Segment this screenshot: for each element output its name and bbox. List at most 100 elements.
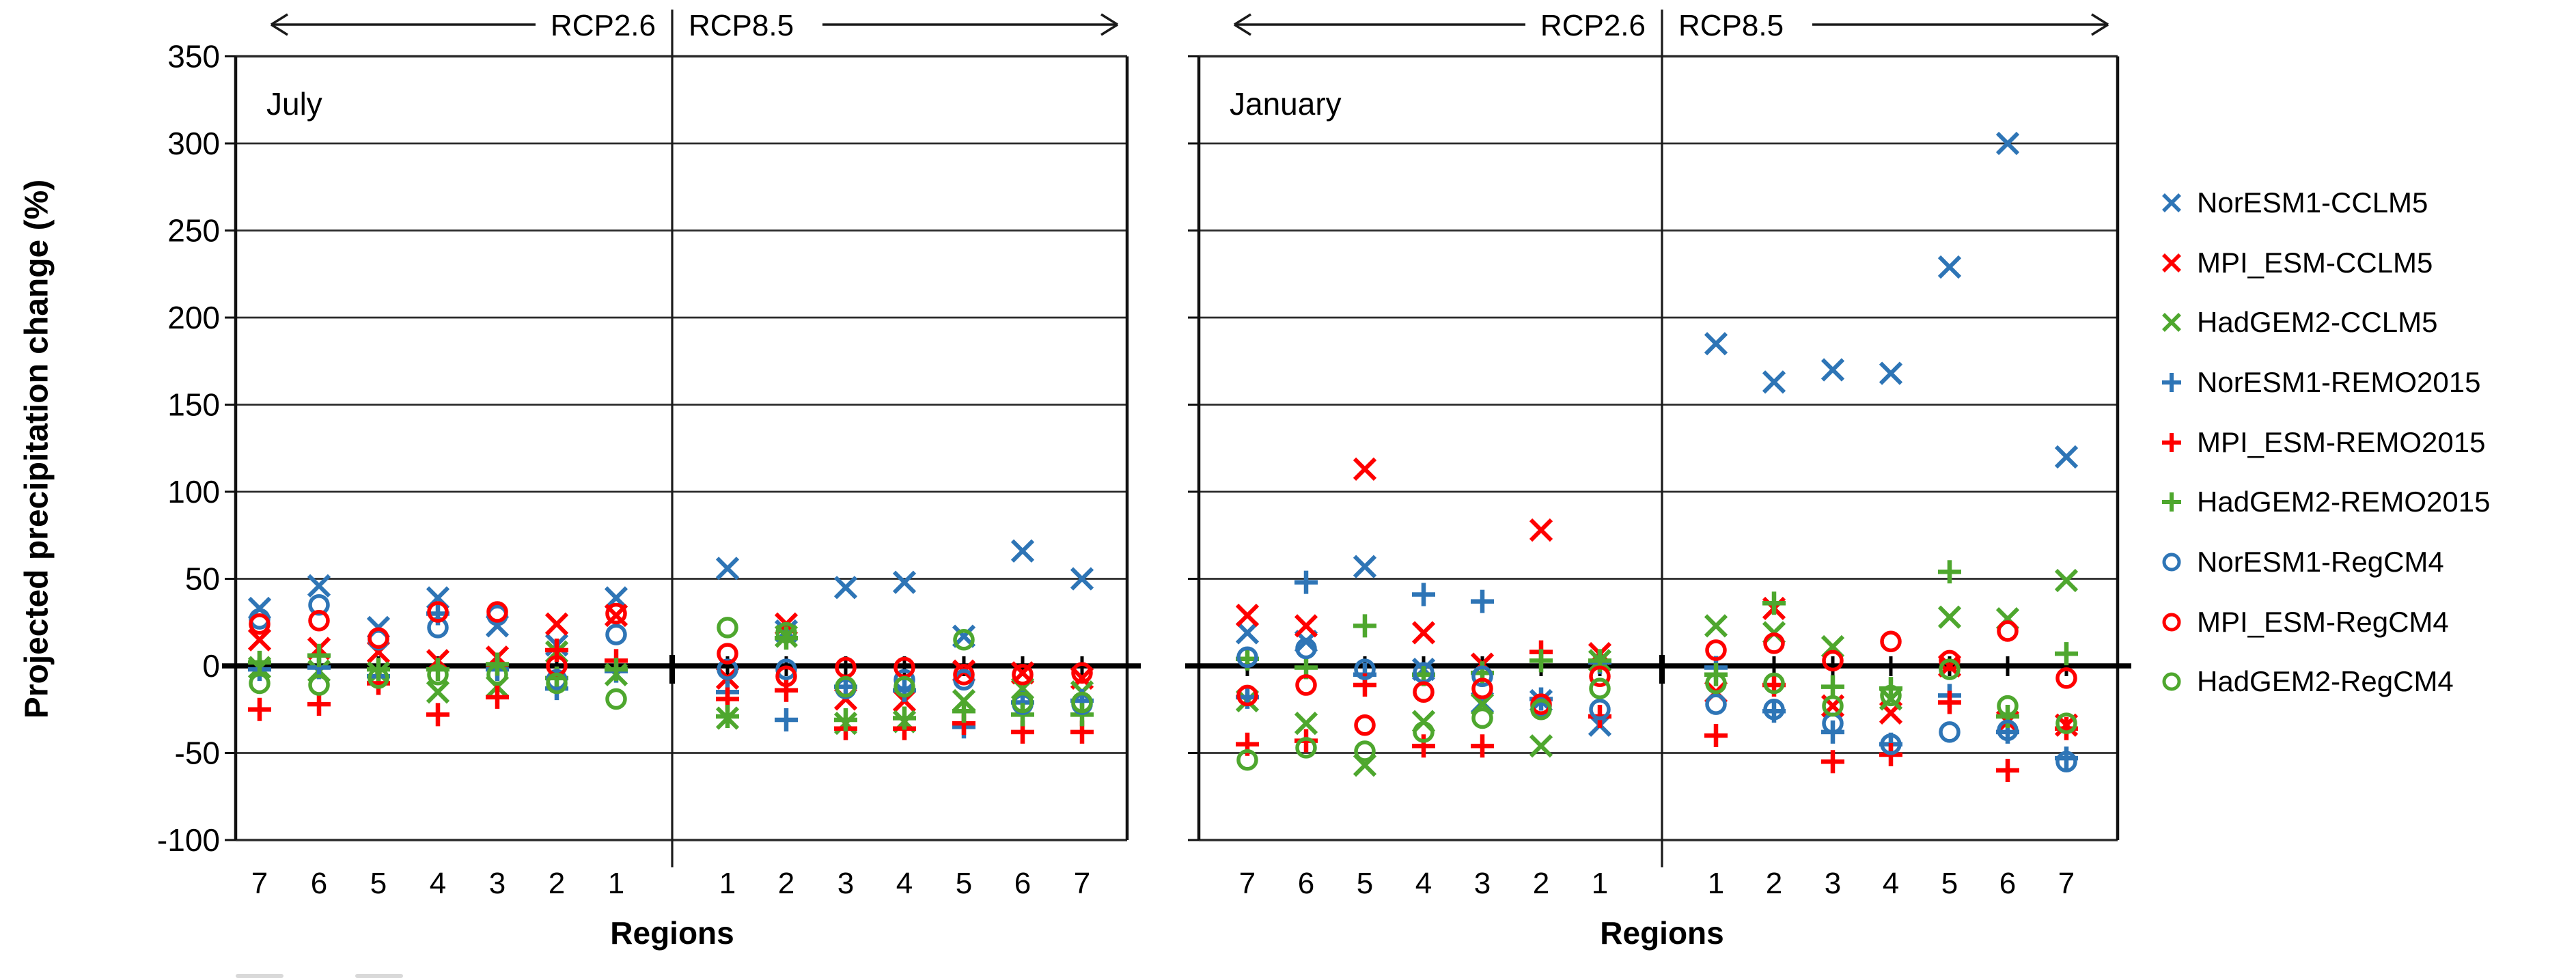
data-point-marker-x bbox=[247, 628, 272, 652]
legend-marker-stroke bbox=[2162, 193, 2181, 212]
data-point-marker-plus bbox=[775, 678, 798, 702]
x-tick-label: 5 bbox=[1357, 867, 1373, 900]
data-point-marker-x bbox=[1070, 567, 1094, 591]
grid-line bbox=[1995, 131, 2020, 156]
y-tick-label: 350 bbox=[167, 39, 220, 74]
data-point-marker-o bbox=[1012, 664, 1034, 686]
o-marker bbox=[1354, 714, 1376, 736]
data-point-marker-o bbox=[308, 674, 330, 696]
grid-line bbox=[1235, 603, 1260, 628]
data-point-marker-plus bbox=[775, 708, 798, 732]
data-point-marker-o bbox=[1354, 740, 1376, 762]
data-point-marker-x bbox=[833, 576, 858, 600]
o-marker bbox=[1705, 693, 1727, 715]
o-marker bbox=[1822, 649, 1844, 672]
left-arrow-head bbox=[271, 23, 288, 36]
o-marker bbox=[249, 613, 271, 635]
o-marker bbox=[953, 664, 975, 686]
grid-line bbox=[833, 576, 858, 600]
o-marker bbox=[1413, 721, 1435, 743]
o-marker bbox=[1997, 620, 2019, 642]
data-point-marker-plus bbox=[1412, 583, 1435, 606]
grid-line bbox=[1879, 361, 1903, 385]
x-tick-label: 5 bbox=[1941, 867, 1958, 900]
data-point-marker-o bbox=[427, 664, 449, 686]
o-marker bbox=[1295, 637, 1317, 660]
legend-label: HadGEM2-RegCM4 bbox=[2197, 665, 2454, 698]
data-point-marker-x bbox=[307, 574, 331, 598]
right-arrow-head bbox=[1100, 23, 1118, 36]
x-tick-label: 2 bbox=[549, 867, 565, 900]
grid-line bbox=[1294, 712, 1318, 736]
plus-legend-marker-icon bbox=[2162, 432, 2181, 452]
data-point-marker-o bbox=[1997, 719, 2019, 742]
grid-line bbox=[1704, 614, 1728, 638]
data-point-marker-x bbox=[1937, 255, 1962, 279]
grid-line bbox=[1235, 621, 1260, 645]
o-marker bbox=[427, 601, 449, 623]
o-marker bbox=[1880, 684, 1902, 707]
o-marker bbox=[1589, 677, 1611, 699]
left-arrow-head bbox=[1234, 23, 1251, 36]
o-marker bbox=[775, 658, 797, 680]
data-point-marker-o bbox=[1295, 737, 1317, 759]
data-point-marker-o bbox=[308, 594, 330, 616]
data-point-marker-plus bbox=[893, 706, 916, 730]
grid-line bbox=[1294, 614, 1318, 638]
data-point-marker-o bbox=[1530, 699, 1552, 721]
data-point-marker-o bbox=[546, 672, 568, 695]
data-point-marker-o bbox=[1880, 630, 1902, 653]
o-marker bbox=[717, 617, 738, 639]
x-axis-title: Regions bbox=[610, 915, 734, 951]
data-point-marker-o bbox=[368, 667, 389, 689]
data-point-marker-o bbox=[1880, 684, 1902, 707]
data-point-marker-plus bbox=[248, 697, 271, 721]
y-tick-label: 50 bbox=[185, 561, 220, 597]
data-point-marker-x bbox=[892, 570, 917, 594]
data-point-marker-x bbox=[1995, 131, 2020, 156]
data-point-marker-o bbox=[1354, 658, 1376, 680]
o-marker bbox=[605, 688, 627, 710]
data-point-marker-o bbox=[1413, 721, 1435, 743]
data-point-marker-o bbox=[1939, 658, 1961, 680]
y-tick-label: 100 bbox=[167, 474, 220, 509]
data-point-marker-x bbox=[1704, 332, 1728, 356]
o-marker bbox=[427, 617, 449, 639]
legend-o-marker bbox=[2162, 553, 2181, 572]
o-marker bbox=[1236, 646, 1258, 668]
data-point-marker-o bbox=[1705, 672, 1727, 695]
y-axis-title: Projected precipitation change (%) bbox=[18, 179, 55, 719]
o-marker bbox=[1880, 734, 1902, 755]
scenario-label-rcp26: RCP2.6 bbox=[551, 9, 656, 42]
page-edge-artifact bbox=[355, 974, 403, 978]
x-tick-label: 1 bbox=[608, 867, 624, 900]
o-marker bbox=[1939, 658, 1961, 680]
data-point-marker-x bbox=[604, 586, 628, 610]
y-tick-label: 0 bbox=[202, 648, 220, 684]
data-point-marker-x bbox=[1937, 605, 1962, 629]
panel-month-label: July bbox=[266, 86, 322, 122]
o-marker bbox=[953, 629, 975, 651]
data-point-marker-o bbox=[1236, 749, 1258, 771]
x-tick-label: 5 bbox=[956, 867, 972, 900]
y-tick-label: -50 bbox=[175, 736, 220, 771]
data-point-marker-o bbox=[2055, 667, 2077, 689]
data-point-marker-o bbox=[1589, 699, 1611, 721]
data-point-marker-o bbox=[1880, 734, 1902, 755]
x-axis-title: Regions bbox=[1600, 915, 1723, 951]
grid-line bbox=[426, 680, 450, 704]
data-point-marker-o bbox=[717, 658, 738, 680]
x-tick-label: 7 bbox=[1239, 867, 1256, 900]
legend-item: MPI_ESM-RegCM4 bbox=[2156, 592, 2491, 652]
x-tick-label: 6 bbox=[1999, 867, 2016, 900]
data-point-marker-x bbox=[1529, 734, 1553, 758]
data-point-marker-plus bbox=[1412, 734, 1435, 758]
data-point-marker-plus bbox=[1938, 560, 1961, 584]
grid-line bbox=[1070, 567, 1094, 591]
o-marker bbox=[894, 669, 915, 691]
data-point-marker-o bbox=[249, 672, 271, 695]
data-point-marker-x bbox=[1294, 614, 1318, 638]
data-point-marker-x bbox=[1010, 539, 1035, 563]
page-edge-artifact bbox=[236, 974, 283, 978]
grid-line bbox=[2054, 445, 2079, 469]
